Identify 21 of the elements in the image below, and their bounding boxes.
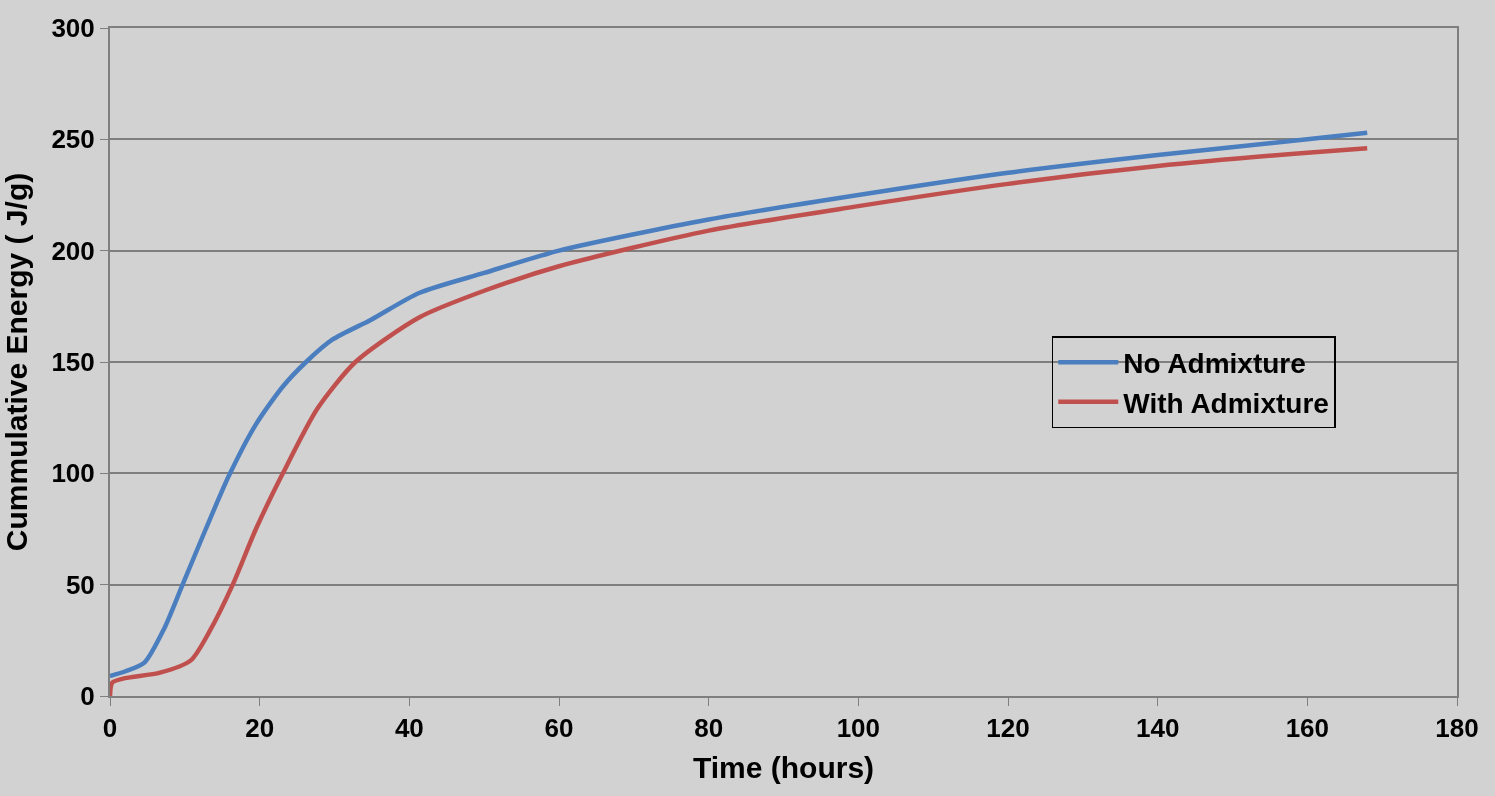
x-tick-label: 20 [245, 713, 275, 744]
x-tick-label: 80 [694, 713, 724, 744]
y-tick-label: 50 [65, 569, 95, 600]
x-axis-title: Time (hours) [692, 751, 875, 785]
y-tick-label: 300 [51, 13, 95, 44]
x-tick-label: 60 [544, 713, 574, 744]
y-axis-title: Cummulative Energy ( J/g) [0, 172, 33, 552]
y-tick-label: 250 [51, 124, 95, 155]
y-tick-label: 100 [51, 458, 95, 489]
legend-label: No Admixture [1123, 348, 1306, 380]
x-tick-label: 140 [1135, 713, 1180, 744]
x-tick-label: 120 [986, 713, 1030, 744]
legend-label: With Admixture [1123, 387, 1329, 419]
y-tick-label: 0 [80, 681, 95, 712]
x-tick-label: 100 [836, 713, 881, 744]
x-tick-label: 0 [102, 713, 118, 744]
y-tick-label: 150 [51, 347, 95, 378]
y-tick-label: 200 [51, 235, 95, 266]
x-tick-label: 160 [1285, 713, 1330, 744]
x-tick-label: 180 [1435, 713, 1479, 744]
x-tick-label: 40 [394, 713, 424, 744]
